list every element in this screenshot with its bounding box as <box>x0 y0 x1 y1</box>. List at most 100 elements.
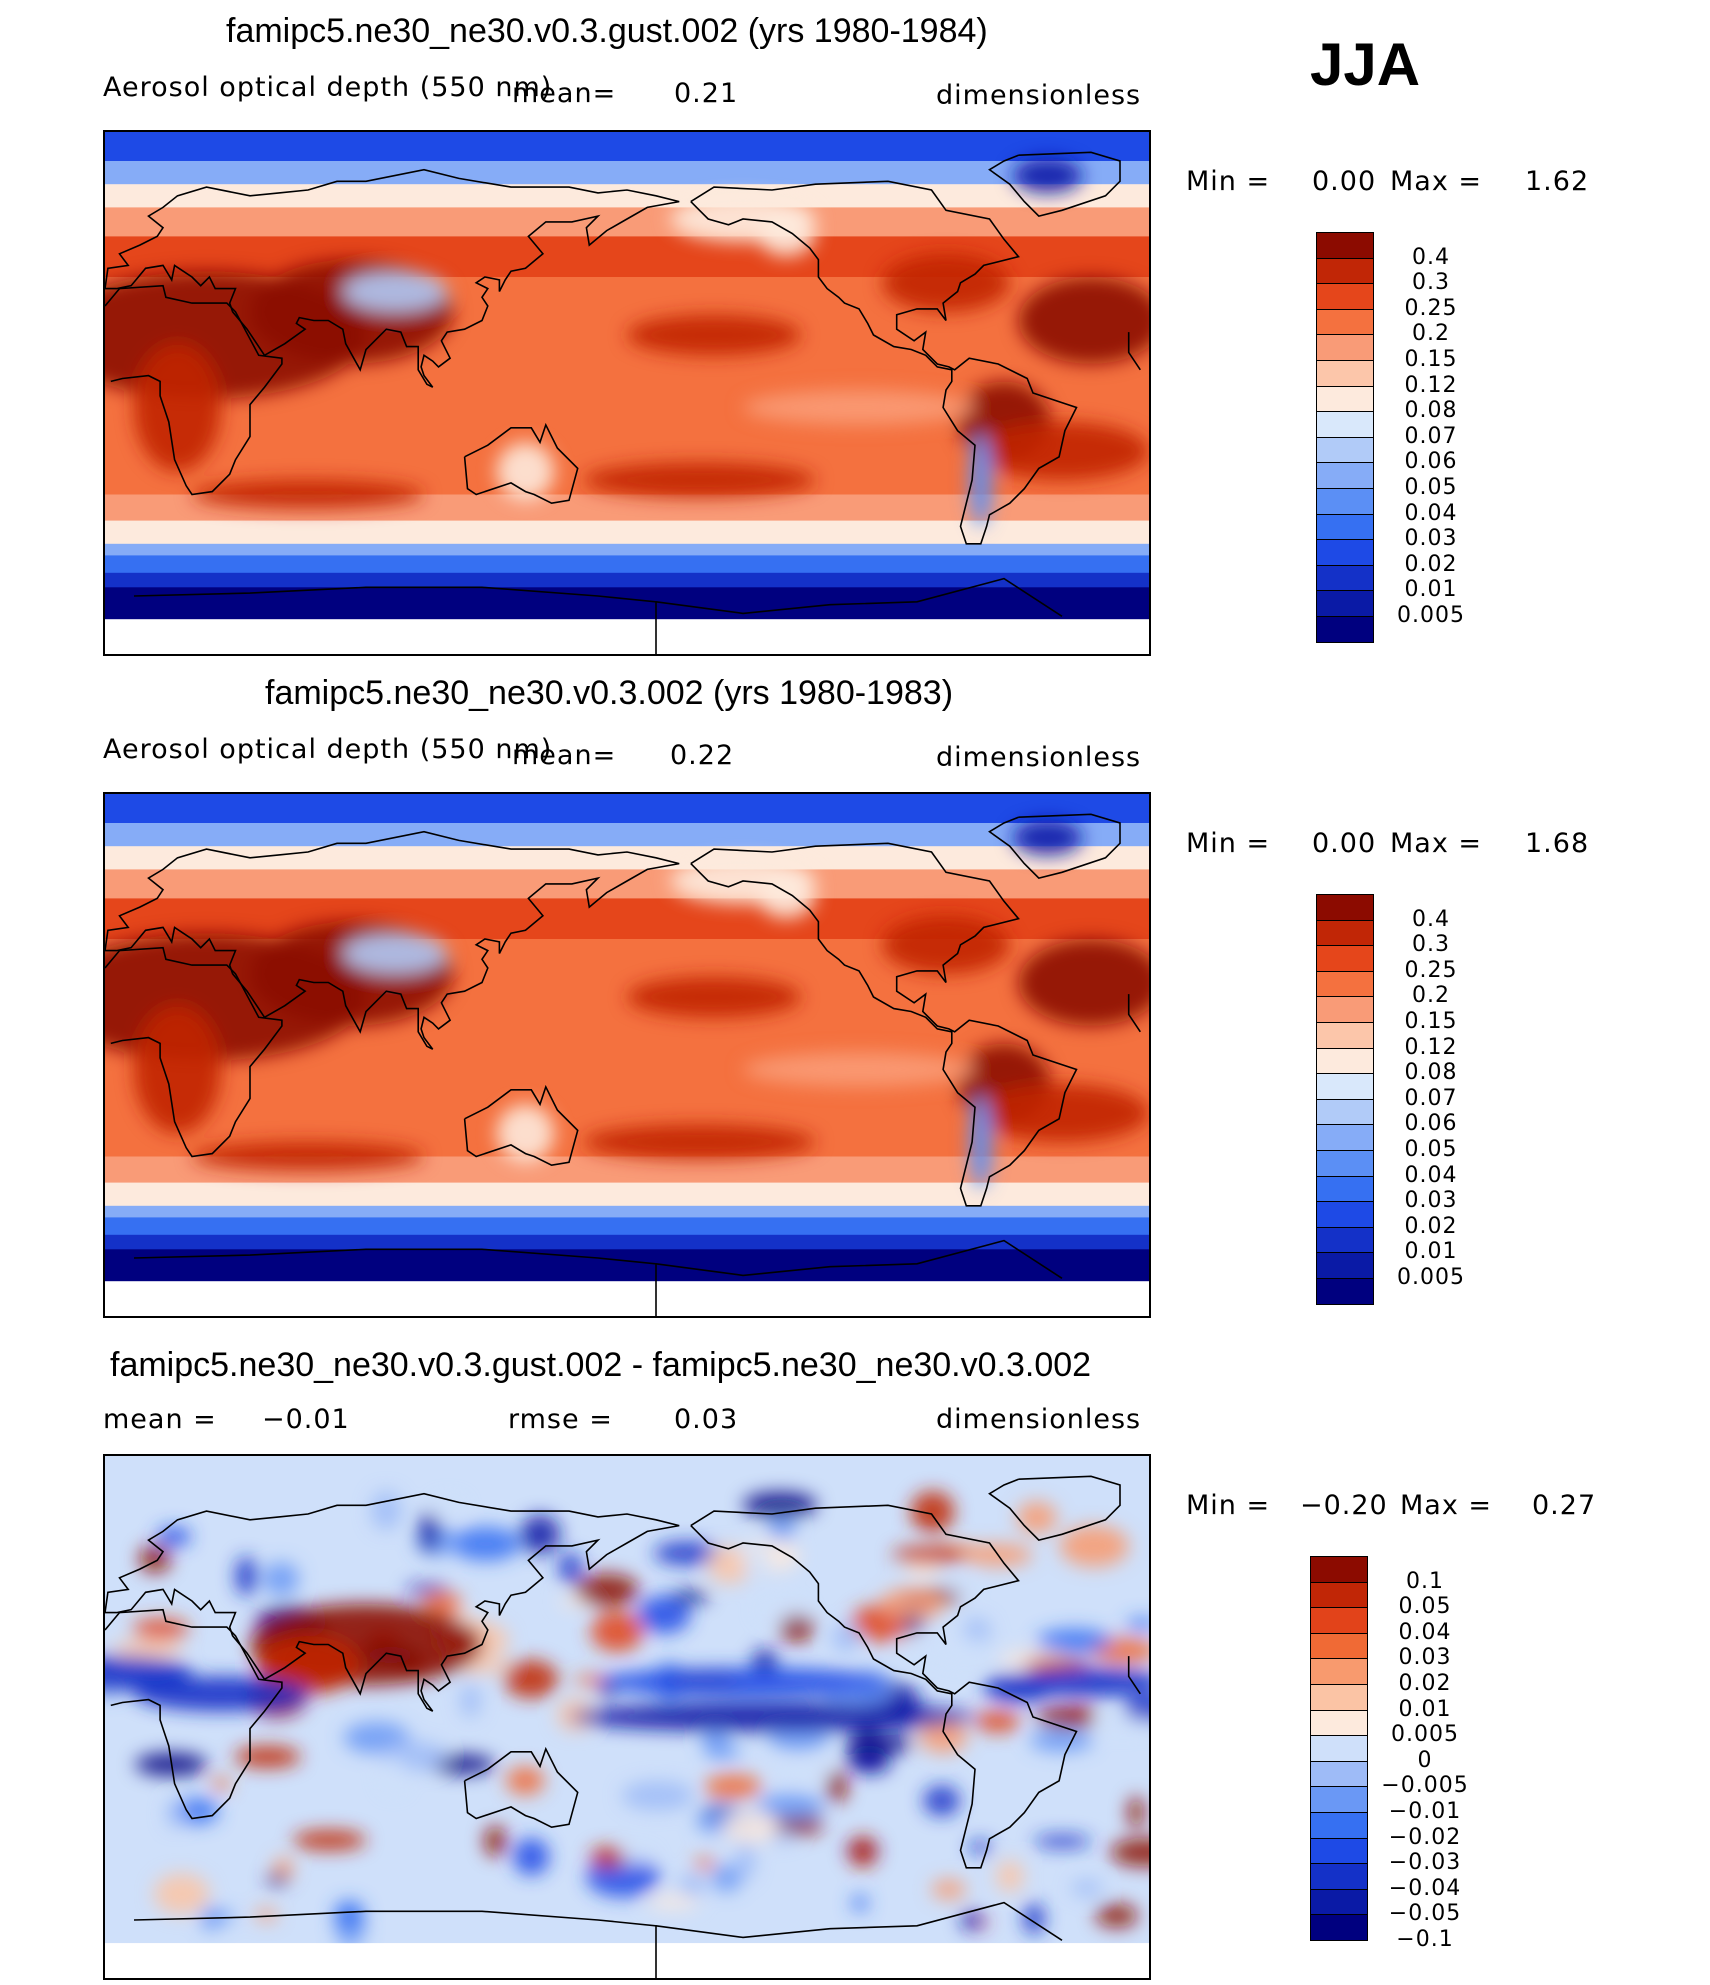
map-blob <box>704 1773 762 1800</box>
map-blob <box>1033 1835 1092 1848</box>
map-blob <box>1016 1501 1057 1534</box>
map-band <box>105 132 1149 162</box>
map-band <box>105 543 1149 557</box>
colorbar-label: 0.2 <box>1412 321 1450 347</box>
map-blob <box>849 1835 877 1868</box>
map-band <box>105 869 1149 900</box>
panel-2-min-value: 0.00 <box>1312 828 1377 859</box>
colorbar-label: 0.01 <box>1404 577 1458 603</box>
colorbar-swatch <box>1316 257 1374 285</box>
colorbar-label: −0.05 <box>1388 1901 1462 1927</box>
map-band <box>105 572 1149 589</box>
panel-3-mean-label: mean = <box>103 1404 217 1435</box>
coastline-greenland <box>988 151 1121 217</box>
colorbar-label: 0.005 <box>1397 603 1465 628</box>
colorbar-label: 0.01 <box>1404 1239 1458 1265</box>
colorbar-swatch <box>1316 232 1374 259</box>
map-blob <box>848 1751 891 1774</box>
colorbar-swatch <box>1316 462 1374 489</box>
colorbar-label: 0.02 <box>1404 1213 1458 1239</box>
colorbar-swatch <box>1316 1175 1374 1203</box>
panel-1-max-value: 1.62 <box>1525 166 1590 197</box>
panel-2-colorbar: 0.4 0.3 0.25 0.2 0.15 0.12 0.08 0.07 0.06 0.05 0.0… <box>1316 894 1476 1306</box>
map-blob <box>779 1614 814 1642</box>
colorbar-label: 0.05 <box>1398 1594 1452 1620</box>
colorbar-swatch <box>1310 1684 1368 1711</box>
map-blob <box>742 1492 818 1518</box>
panel-1-colorbar: 0.4 0.3 0.25 0.2 0.15 0.12 0.08 0.07 0.06 0.05 0.0… <box>1316 232 1476 644</box>
map-blob <box>342 271 448 312</box>
map-blob <box>132 1618 189 1640</box>
colorbar-swatch <box>1316 1201 1374 1228</box>
map-mask <box>105 1281 1149 1316</box>
map-band <box>105 1234 1149 1251</box>
colorbar-swatch <box>1316 308 1374 336</box>
map-blob <box>460 1683 481 1718</box>
colorbar-swatch <box>1316 894 1374 921</box>
map-blob <box>931 1879 966 1900</box>
map-blob <box>757 872 816 919</box>
colorbar-swatch <box>1316 488 1374 515</box>
map-band <box>105 794 1149 824</box>
map-blob <box>1059 1525 1129 1567</box>
map-blob <box>975 1084 1149 1142</box>
colorbar-label: 0.005 <box>1397 1265 1465 1290</box>
colorbar-label: 0.4 <box>1412 244 1450 270</box>
colorbar-swatch <box>1310 1786 1368 1813</box>
colorbar-label: −0.02 <box>1388 1824 1462 1850</box>
map-blob <box>496 1104 555 1163</box>
map-blob <box>419 1511 440 1553</box>
colorbar-swatch <box>1310 1556 1368 1583</box>
map-blob <box>1110 1838 1149 1867</box>
colorbar-label: 0.04 <box>1404 1162 1458 1188</box>
colorbar-swatch <box>1316 436 1374 464</box>
panel-3-mean-value: −0.01 <box>262 1404 350 1435</box>
map-blob <box>450 1526 521 1561</box>
colorbar-swatch <box>1316 616 1374 643</box>
map-blob <box>334 1900 365 1929</box>
colorbar-swatch <box>1316 1047 1374 1075</box>
colorbar-swatch <box>1316 970 1374 998</box>
panel-1-units: dimensionless <box>936 80 1142 111</box>
map-blob <box>574 1573 639 1607</box>
map-blob <box>192 1142 424 1171</box>
map-blob <box>590 1846 625 1869</box>
coastline-africa <box>105 946 1141 1158</box>
coastline-australia <box>463 422 579 505</box>
map-blob <box>1036 1628 1112 1654</box>
colorbar-swatch <box>1310 1735 1368 1762</box>
map-blob <box>255 1635 361 1694</box>
coastline-america <box>690 1504 1078 1869</box>
map-blob <box>504 1659 558 1699</box>
map-blob <box>381 1756 406 1792</box>
map-blob <box>583 1124 816 1160</box>
map-band <box>105 207 1149 238</box>
map-blob <box>743 1052 975 1087</box>
map-blob <box>671 1590 710 1604</box>
map-blob <box>892 1545 966 1565</box>
map-band <box>105 823 1149 848</box>
map-blob <box>969 433 993 527</box>
map-blob <box>421 1591 463 1618</box>
colorbar-swatch <box>1316 513 1374 541</box>
map-blob <box>851 1894 869 1912</box>
map-blob <box>711 1864 742 1892</box>
panel-2-min-label: Min = <box>1186 828 1271 859</box>
map-blob <box>265 1873 289 1886</box>
map-blob <box>742 1548 771 1573</box>
colorbar-swatch <box>1316 590 1374 617</box>
map-blob <box>943 1574 975 1588</box>
map-blob <box>156 1527 192 1546</box>
map-blob <box>558 1552 583 1583</box>
panel-1-min-value: 0.00 <box>1312 166 1377 197</box>
colorbar-swatch <box>1316 1073 1374 1100</box>
map-blob <box>405 1584 449 1595</box>
coastline-america <box>690 180 1078 545</box>
panel-2-mean-label: mean= <box>512 740 617 771</box>
map-blob <box>968 1840 992 1854</box>
panel-1-mean-label: mean= <box>512 78 617 109</box>
map-blob <box>134 1005 221 1134</box>
map-blob <box>1071 1880 1103 1897</box>
coastline-africa <box>105 284 1141 496</box>
map-blob <box>263 1562 300 1596</box>
